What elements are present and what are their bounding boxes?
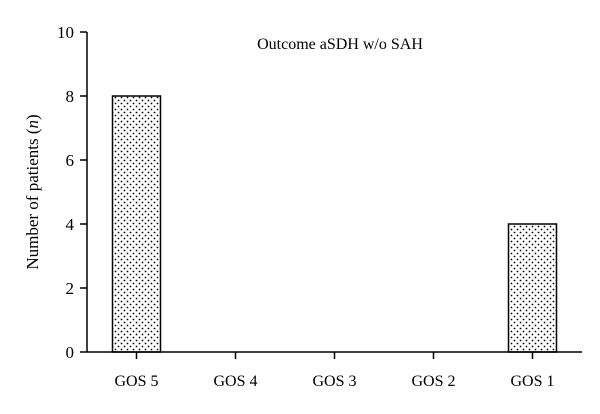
bar-gos-1 — [507, 223, 558, 353]
bars-layer — [111, 95, 558, 353]
y-axis-label-suffix: ) — [23, 114, 42, 120]
y-axis-label-prefix: Number of patients ( — [23, 128, 42, 269]
y-axis-label-variable: n — [23, 120, 42, 129]
y-ticks: 0 2 4 6 8 10 — [57, 23, 87, 362]
bar-gos-5 — [111, 95, 162, 353]
y-tick-label: 8 — [66, 87, 75, 106]
y-tick-label: 0 — [66, 343, 75, 362]
x-tick-label: GOS 5 — [114, 373, 158, 390]
y-tick-label: 6 — [66, 151, 75, 170]
x-ticks: GOS 5 GOS 4 GOS 3 GOS 2 GOS 1 — [114, 352, 555, 390]
y-tick-label: 10 — [57, 23, 74, 42]
x-tick-label: GOS 2 — [411, 373, 455, 390]
y-axis-label: Number of patients (n) — [23, 114, 42, 269]
x-tick-label: GOS 3 — [312, 373, 356, 390]
x-tick-label: GOS 1 — [510, 373, 554, 390]
y-tick-label: 4 — [66, 215, 75, 234]
x-tick-label: GOS 4 — [213, 373, 257, 390]
chart-title: Outcome aSDH w/o SAH — [257, 36, 423, 53]
y-tick-label: 2 — [66, 279, 75, 298]
